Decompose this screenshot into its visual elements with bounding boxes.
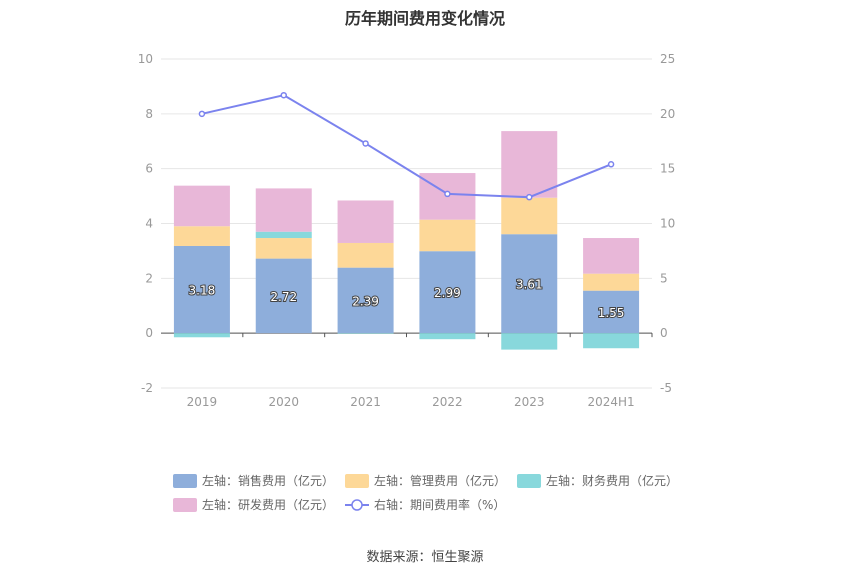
legend-swatch	[517, 474, 541, 488]
legend-swatch	[173, 498, 197, 512]
legend-label: 左轴：销售费用（亿元）	[202, 473, 334, 488]
bar-segment	[583, 333, 640, 349]
line-series	[201, 94, 612, 199]
line-point	[444, 190, 451, 198]
bar-segment	[173, 226, 230, 246]
legend-label: 左轴：管理费用（亿元）	[374, 473, 506, 488]
bar-data-label: 3.61	[516, 278, 543, 292]
y-left-tick-label: -2	[141, 381, 153, 395]
legend-label: 左轴：研发费用（亿元）	[202, 497, 334, 512]
y-right-tick-label: 0	[660, 326, 668, 340]
bar-segment	[501, 333, 558, 350]
legend-line-marker	[351, 499, 363, 511]
legend-swatch	[345, 474, 369, 488]
y-right-tick-label: 15	[660, 162, 675, 176]
source-note: 数据来源：恒生聚源	[366, 550, 484, 565]
legend-label: 左轴：财务费用（亿元）	[546, 473, 678, 488]
line-point	[362, 140, 369, 147]
bar-data-label: 2.39	[352, 294, 379, 308]
bar-segment	[419, 333, 476, 340]
bar-segment	[255, 238, 312, 259]
bar-segment	[337, 242, 394, 268]
bar-segment	[583, 290, 640, 334]
line-point	[280, 91, 287, 99]
x-tick-label: 2021	[350, 395, 381, 409]
bar-data-label: 1.55	[598, 306, 625, 320]
y-right-tick-label: 25	[660, 52, 675, 66]
x-tick-label: 2019	[187, 395, 218, 409]
y-left-tick-label: 6	[145, 162, 153, 176]
line-point	[607, 161, 615, 168]
bar-data-label: 3.18	[189, 284, 216, 298]
bar-segment	[337, 333, 394, 334]
bar-data-label: 2.72	[270, 290, 297, 304]
y-right-tick-label: -5	[660, 381, 672, 395]
line-point	[198, 110, 206, 118]
bar-segment	[255, 258, 312, 334]
chart-title: 历年期间费用变化情况	[344, 9, 505, 28]
x-tick-label: 2023	[514, 395, 545, 409]
y-left-tick-label: 8	[145, 107, 153, 121]
bar-segment	[583, 238, 640, 274]
bar-segment	[501, 197, 558, 235]
y-left-tick-label: 10	[138, 52, 153, 66]
legend-swatch	[173, 474, 197, 488]
bar-segment	[255, 231, 312, 239]
bar-segment	[173, 245, 230, 334]
legend-label: 右轴：期间费用率（%）	[374, 497, 505, 512]
bar-segment	[583, 273, 640, 291]
y-right-tick-label: 20	[660, 107, 675, 121]
y-right-tick-label: 5	[660, 271, 668, 285]
y-left-tick-label: 0	[145, 326, 153, 340]
bar-segment	[173, 333, 230, 338]
line-point	[526, 193, 533, 201]
bar-segment	[419, 251, 476, 334]
x-tick-label: 2020	[268, 395, 299, 409]
bar-segment	[501, 234, 558, 334]
bar-segment	[419, 219, 476, 252]
bar-segment	[255, 188, 312, 232]
bar-segment	[173, 185, 230, 227]
bar-data-label: 2.99	[434, 286, 461, 300]
y-left-tick-label: 4	[145, 217, 153, 231]
x-tick-label: 2024H1	[587, 395, 634, 409]
x-tick-label: 2022	[432, 395, 463, 409]
bar-segment	[337, 200, 394, 243]
y-left-tick-label: 2	[145, 271, 153, 285]
bar-segment	[337, 267, 394, 334]
y-right-tick-label: 10	[660, 217, 675, 231]
bar-segment	[501, 131, 558, 198]
